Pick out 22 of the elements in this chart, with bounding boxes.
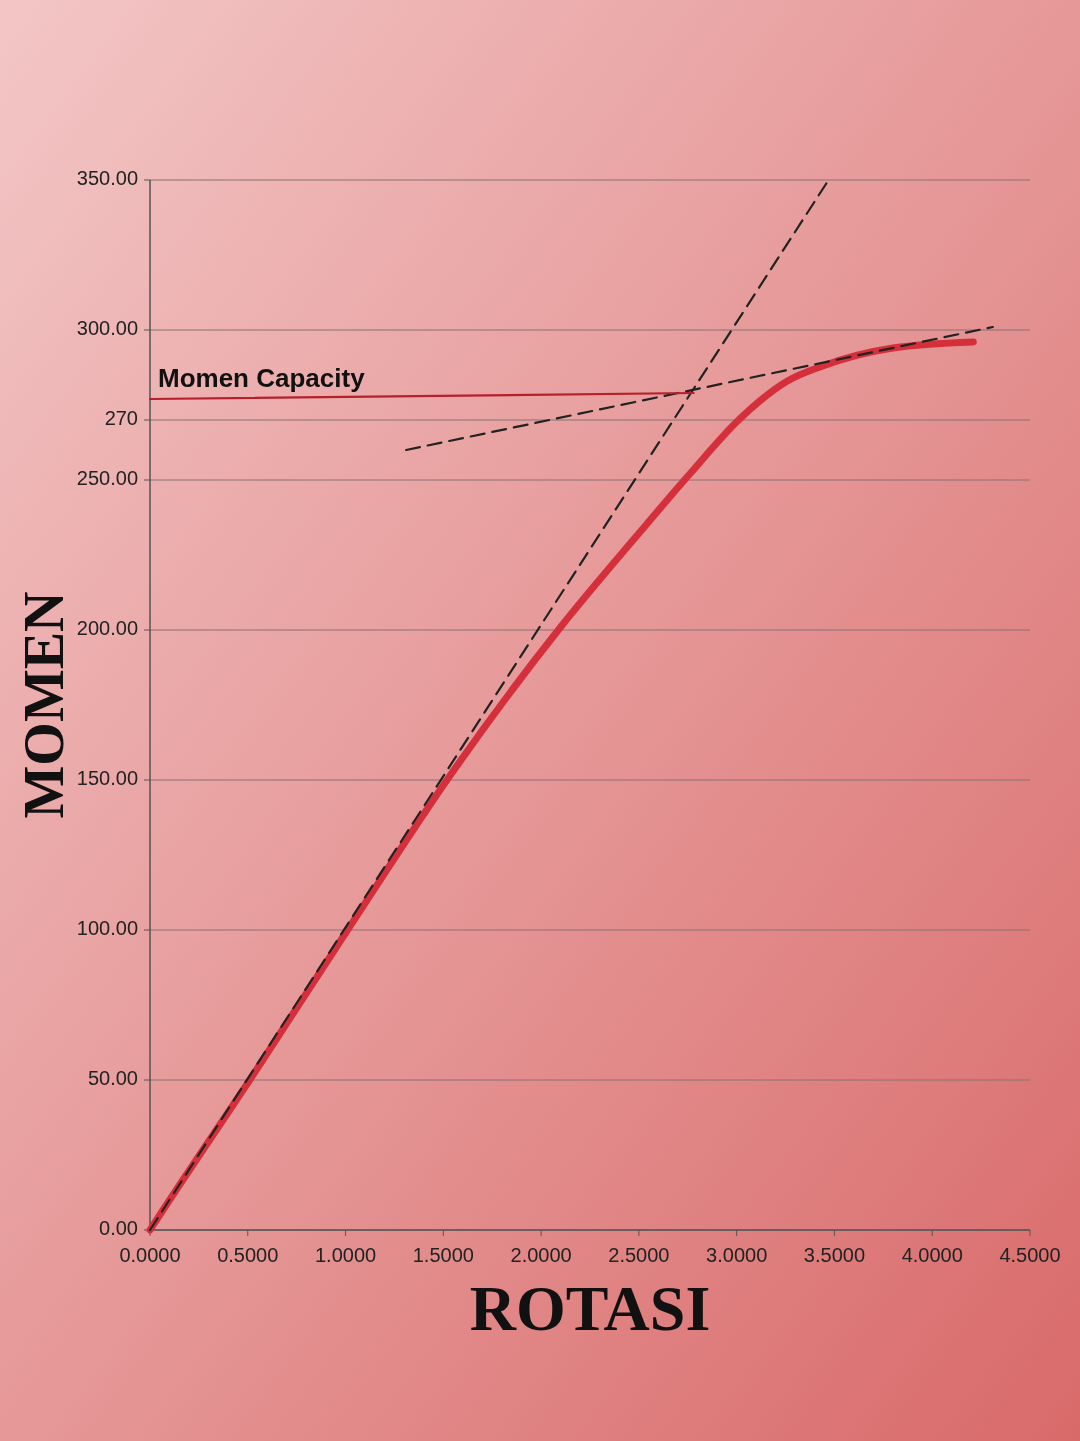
y-tick-label: 250.00 — [76, 467, 138, 490]
x-tick-label: 2.5000 — [608, 1244, 670, 1266]
y-tick-label: 200.00 — [76, 617, 138, 640]
x-tick-label: 2.0000 — [510, 1244, 572, 1266]
x-tick-label: 4.5000 — [999, 1244, 1061, 1266]
x-tick-label: 0.0000 — [119, 1244, 181, 1266]
x-tick-label: 1.0000 — [314, 1244, 377, 1266]
y-tick-label: 100.00 — [76, 917, 138, 940]
x-tick-label: 0.5000 — [217, 1244, 279, 1266]
x-tick-label: 3.5000 — [803, 1244, 866, 1266]
x-tick-label: 1.5000 — [412, 1244, 474, 1266]
y-tick-label: 150.00 — [76, 767, 138, 790]
x-tick-label: 3.0000 — [706, 1244, 768, 1266]
y-tick-label: 50.00 — [87, 1067, 138, 1090]
y-tick-label: 350.00 — [76, 167, 138, 190]
x-tick-label: 4.0000 — [901, 1244, 963, 1266]
y-axis-title: MOMEN — [12, 591, 75, 819]
series-label: Momen Capacity — [158, 363, 366, 393]
x-axis-title: ROTASI — [469, 1273, 711, 1344]
y-tick-label: 0.00 — [99, 1217, 138, 1240]
y-tick-label: 300.00 — [76, 317, 138, 340]
y-tick-label: 270 — [104, 407, 138, 430]
